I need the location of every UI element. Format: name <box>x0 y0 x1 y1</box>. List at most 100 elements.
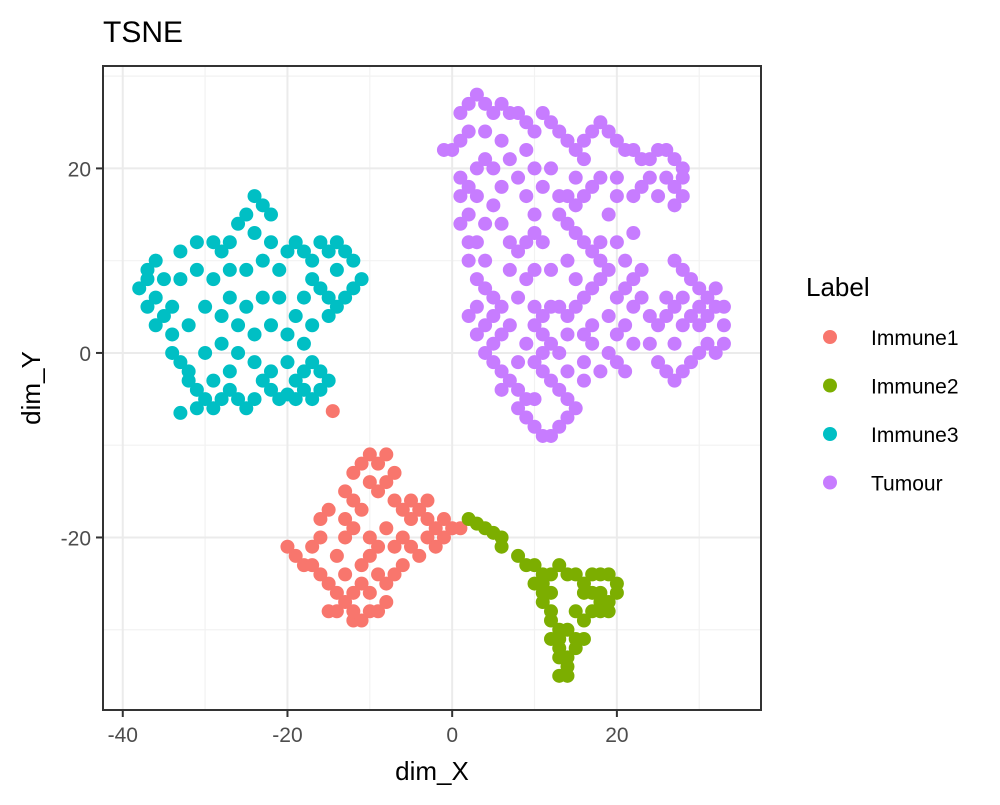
points <box>132 87 731 683</box>
point-tumour <box>716 299 731 314</box>
point-tumour <box>552 124 567 139</box>
point-tumour <box>667 198 682 213</box>
point-tumour <box>519 189 534 204</box>
point-tumour <box>651 189 666 204</box>
point-immune1 <box>338 530 353 545</box>
point-immune1 <box>371 484 386 499</box>
point-immune3 <box>189 382 204 397</box>
chart-title: TSNE <box>103 16 183 49</box>
x-tick-label: 0 <box>446 724 458 747</box>
point-tumour <box>568 272 583 287</box>
point-tumour <box>486 355 501 370</box>
point-tumour <box>642 309 657 324</box>
point-immune3 <box>189 262 204 277</box>
point-immune3 <box>173 272 188 287</box>
point-tumour <box>642 170 657 185</box>
point-tumour <box>609 290 624 305</box>
point-tumour <box>560 410 575 425</box>
point-immune1 <box>313 567 328 582</box>
point-tumour <box>552 207 567 222</box>
point-tumour <box>445 142 460 157</box>
point-tumour <box>626 336 641 351</box>
legend-title: Label <box>806 272 870 302</box>
point-immune2 <box>560 622 575 637</box>
point-immune1 <box>371 567 386 582</box>
point-tumour <box>535 364 550 379</box>
point-immune3 <box>264 235 278 250</box>
point-tumour <box>626 272 641 287</box>
point-tumour <box>568 299 583 314</box>
point-tumour <box>461 124 476 139</box>
point-immune3 <box>222 262 237 277</box>
point-tumour <box>618 253 633 268</box>
axes: -40 -20 0 20 -20 0 20 <box>61 158 629 747</box>
point-tumour <box>527 207 542 222</box>
point-tumour <box>535 106 550 121</box>
point-immune1 <box>280 539 295 554</box>
point-immune1 <box>362 548 377 563</box>
point-tumour <box>560 392 575 407</box>
point-immune3 <box>247 327 262 342</box>
point-tumour <box>511 382 526 397</box>
point-immune3 <box>189 235 204 250</box>
point-tumour <box>651 355 666 370</box>
point-immune1 <box>436 530 451 545</box>
point-immune1 <box>354 502 369 517</box>
point-tumour <box>585 244 600 259</box>
point-immune1 <box>420 493 435 508</box>
point-immune3 <box>288 235 303 250</box>
point-immune3 <box>198 345 213 360</box>
point-tumour <box>626 299 641 314</box>
point-immune1 <box>404 539 418 554</box>
point-immune3 <box>222 382 237 397</box>
point-tumour <box>478 216 493 231</box>
point-tumour <box>511 401 526 416</box>
point-immune1 <box>346 465 361 480</box>
point-immune1 <box>395 502 410 517</box>
point-tumour <box>568 225 583 240</box>
point-tumour <box>469 299 484 314</box>
point-immune3 <box>264 364 278 379</box>
point-tumour <box>486 161 501 176</box>
point-tumour <box>527 161 542 176</box>
point-immune1 <box>404 512 418 527</box>
point-tumour <box>527 299 542 314</box>
point-tumour <box>502 235 517 250</box>
point-immune3 <box>321 290 336 305</box>
point-tumour <box>519 336 534 351</box>
point-immune2 <box>552 558 567 573</box>
point-immune1 <box>325 404 340 419</box>
point-tumour <box>675 189 690 204</box>
point-immune3 <box>231 392 246 407</box>
point-tumour <box>535 327 550 342</box>
point-immune3 <box>222 290 237 305</box>
y-tick-label: 0 <box>79 343 91 366</box>
point-tumour <box>560 364 575 379</box>
point-tumour <box>469 327 484 342</box>
point-immune1 <box>354 613 369 628</box>
point-immune3 <box>338 244 353 259</box>
point-immune1 <box>362 530 377 545</box>
point-tumour <box>560 216 575 231</box>
point-tumour <box>502 262 517 277</box>
x-tick-label: 20 <box>605 724 628 747</box>
point-tumour <box>478 281 493 296</box>
point-tumour <box>544 115 558 130</box>
point-immune2 <box>560 650 575 665</box>
point-immune1 <box>305 558 320 573</box>
point-immune1 <box>387 465 402 480</box>
point-tumour <box>626 142 641 157</box>
point-tumour <box>626 189 641 204</box>
point-immune3 <box>313 281 328 296</box>
point-tumour <box>708 345 723 360</box>
point-immune3 <box>132 281 147 296</box>
point-immune3 <box>239 401 254 416</box>
point-immune3 <box>321 373 336 388</box>
point-tumour <box>527 419 542 434</box>
point-immune2 <box>535 595 550 610</box>
point-tumour <box>593 364 608 379</box>
point-tumour <box>544 373 558 388</box>
point-tumour <box>585 336 600 351</box>
point-tumour <box>453 133 468 148</box>
